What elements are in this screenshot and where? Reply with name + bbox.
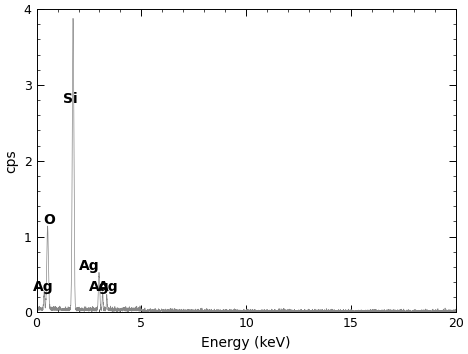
Text: Ag: Ag bbox=[33, 280, 53, 294]
Y-axis label: cps: cps bbox=[4, 149, 18, 173]
X-axis label: Energy (keV): Energy (keV) bbox=[202, 336, 291, 350]
Text: Ag: Ag bbox=[98, 280, 118, 294]
Text: Ag: Ag bbox=[79, 259, 99, 273]
Text: Ag: Ag bbox=[89, 280, 110, 294]
Text: O: O bbox=[44, 213, 56, 227]
Text: Si: Si bbox=[63, 92, 77, 106]
